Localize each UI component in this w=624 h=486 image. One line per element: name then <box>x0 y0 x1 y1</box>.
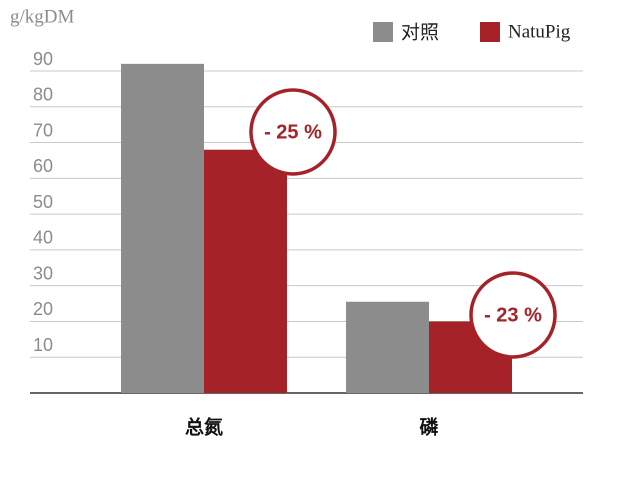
bar <box>121 63 204 393</box>
y-tick-label: 20 <box>33 299 53 319</box>
x-tick-label: 磷 <box>419 416 438 439</box>
legend-label: NatuPig <box>508 21 571 42</box>
y-tick-label: 10 <box>33 335 53 355</box>
x-tick-label: 总氮 <box>185 416 223 439</box>
y-tick-label: 50 <box>33 192 53 212</box>
bar <box>204 149 287 393</box>
annotation: - 25 % <box>264 121 322 143</box>
annotation: - 23 % <box>484 304 542 326</box>
y-axis-label: g/kgDM <box>10 6 75 27</box>
bar <box>346 301 429 393</box>
legend-swatch <box>373 22 393 42</box>
y-tick-label: 30 <box>33 263 53 283</box>
y-tick-label: 60 <box>33 156 53 176</box>
y-tick-label: 70 <box>33 120 53 140</box>
legend-swatch <box>480 22 500 42</box>
y-tick-label: 40 <box>33 228 53 248</box>
y-tick-label: 80 <box>33 85 53 105</box>
legend-label: 对照 <box>401 22 439 44</box>
annotation-circle <box>249 88 337 176</box>
y-tick-label: 90 <box>33 49 53 69</box>
annotation-circle <box>469 271 557 359</box>
